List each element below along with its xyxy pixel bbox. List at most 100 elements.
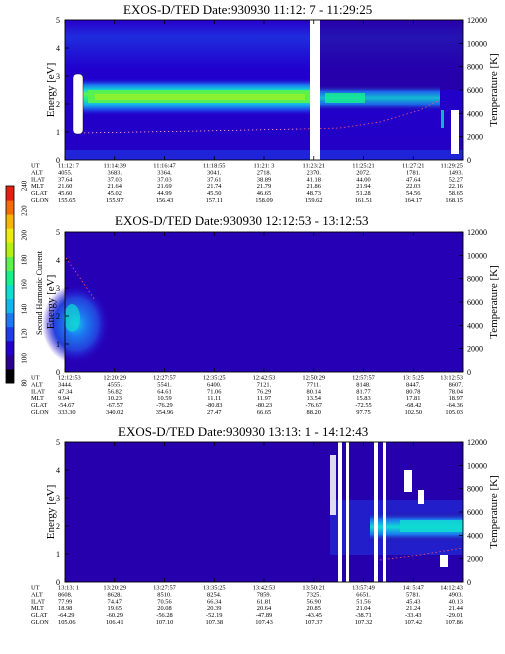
orbit-row-label: GLON xyxy=(31,409,49,416)
orbit-cell: 14: 5:47 xyxy=(403,585,425,592)
orbit-cell: -80.23 xyxy=(256,402,273,409)
orbit-cell: 11:29:25 xyxy=(441,163,464,170)
orbit-cell: 13:12:53 xyxy=(440,375,463,382)
orbit-cell: 168.15 xyxy=(445,197,463,204)
y2-tick-label: 8000 xyxy=(467,275,483,284)
orbit-cell: -64.36 xyxy=(446,402,463,409)
y-tick-label: 0 xyxy=(56,578,60,587)
y-tick-label: 3 xyxy=(56,284,60,293)
orbit-cell: 40.13 xyxy=(449,598,463,605)
panel-2: EXOS-D/TED Date:930930 12:12:53 - 13:12:… xyxy=(42,213,464,373)
orbit-cell: 107.86 xyxy=(445,619,463,626)
orbit-cell: 51.28 xyxy=(356,190,370,197)
orbit-cell: -76.29 xyxy=(156,402,173,409)
orbit-cell: 37.03 xyxy=(108,176,122,183)
orbit-cell: -52.19 xyxy=(206,612,223,619)
orbit-row-label: UT xyxy=(31,163,40,170)
axes-layer: 012345020004000600080001000012000Energy … xyxy=(45,16,500,587)
orbit-cell: 13.54 xyxy=(307,395,322,402)
y2-axis-label: Temperature [K] xyxy=(488,53,500,126)
colorbar-tick-label: 80 xyxy=(20,379,28,387)
orbit-cell: 8608. xyxy=(58,591,73,598)
orbit-cell: 80.14 xyxy=(307,388,322,395)
y2-tick-label: 6000 xyxy=(467,508,483,517)
orbit-cell: 13:35:25 xyxy=(203,585,226,592)
orbit-cell: 81.77 xyxy=(356,388,371,395)
orbit-cell: 13:50:21 xyxy=(302,585,325,592)
orbit-cell: 10.23 xyxy=(108,395,122,402)
orbit-cell: 157.11 xyxy=(206,197,223,204)
orbit-row-label: ILAT xyxy=(31,388,45,395)
orbit-cell: -54.67 xyxy=(58,402,75,409)
colorbar-swatch xyxy=(6,270,14,285)
y2-tick-label: 2000 xyxy=(467,555,483,564)
panel-3-title: EXOS-D/TED Date:930930 13:13: 1 - 14:12:… xyxy=(118,424,368,439)
y2-tick-label: 12000 xyxy=(467,16,487,25)
orbit-row-label: ALT xyxy=(31,591,43,598)
colorbar-swatch xyxy=(6,242,14,257)
y-tick-label: 4 xyxy=(56,256,60,265)
orbit-cell: 105.03 xyxy=(445,409,463,416)
orbit-row-label: UT xyxy=(31,375,40,382)
colorbar-tick-label: 220 xyxy=(20,205,28,216)
orbit-cell: -33.43 xyxy=(405,612,422,619)
orbit-cell: 3683. xyxy=(108,169,123,176)
y-tick-label: 1 xyxy=(56,128,60,137)
orbit-cell: -29.01 xyxy=(446,612,463,619)
colorbar-swatch xyxy=(6,298,14,314)
y-axis-label: Energy [eV] xyxy=(45,63,57,117)
orbit-cell: 37.64 xyxy=(58,176,73,183)
orbit-row-label: MLT xyxy=(31,395,44,402)
orbit-cell: 14:12:43 xyxy=(440,585,463,592)
colorbar-tick-label: 120 xyxy=(20,328,28,339)
orbit-cell: 44.00 xyxy=(356,176,370,183)
orbit-cell: 56.90 xyxy=(307,598,321,605)
colorbar-tick-label: 180 xyxy=(20,254,28,265)
y2-tick-label: 12000 xyxy=(467,438,487,447)
colorbar-swatch xyxy=(6,214,14,229)
orbit-cell: 4903. xyxy=(449,591,464,598)
orbit-cell: -67.57 xyxy=(106,402,123,409)
y2-tick-label: 10000 xyxy=(467,39,487,48)
orbit-cell: 158.09 xyxy=(255,197,273,204)
panel-1-title: EXOS-D/TED Date:930930 11:12: 7 - 11:29:… xyxy=(123,2,372,17)
orbit-cell: 3041. xyxy=(207,169,222,176)
panel-3-heatmap xyxy=(65,442,464,582)
y2-tick-label: 4000 xyxy=(467,109,483,118)
colorbar: 80 100 120 140 160 180 200 220 240 Second Harmon… xyxy=(5,180,44,387)
orbit-row-label: UT xyxy=(31,585,40,592)
orbit-cell: 45.50 xyxy=(207,190,221,197)
orbit-row-label: GLAT xyxy=(31,402,47,409)
orbit-cell: 11:21: 3 xyxy=(254,163,275,170)
orbit-cell: 47.34 xyxy=(58,388,73,395)
orbit-row-label: GLAT xyxy=(31,612,47,619)
orbit-row-label: ILAT xyxy=(31,176,45,183)
orbit-cell: -80.83 xyxy=(206,402,223,409)
orbit-cell: 107.43 xyxy=(255,619,273,626)
orbit-cell: 18.98 xyxy=(58,605,72,612)
orbit-cell: 2718. xyxy=(257,169,272,176)
colorbar-label: Second Harmonic Current xyxy=(35,250,44,335)
orbit-cell: -72.55 xyxy=(355,402,372,409)
orbit-cell: 54.56 xyxy=(406,190,420,197)
orbit-cell: 11:27:21 xyxy=(402,163,425,170)
orbit-cell: 20.85 xyxy=(307,605,321,612)
y-axis-label: Energy [eV] xyxy=(45,275,57,329)
orbit-row-label: MLT xyxy=(31,183,44,190)
orbit-cell: 3364. xyxy=(157,169,172,176)
orbit-cell: 21.94 xyxy=(356,183,371,190)
orbit-cell: 45.43 xyxy=(406,598,420,605)
orbit-cell: -64.29 xyxy=(58,612,75,619)
y-tick-label: 5 xyxy=(56,228,60,237)
colorbar-tick-label: 200 xyxy=(20,230,28,241)
orbit-cell: 20.64 xyxy=(257,605,272,612)
orbit-cell: 156.43 xyxy=(156,197,174,204)
panel-1: EXOS-D/TED Date:930930 11:12: 7 - 11:29:… xyxy=(64,2,464,161)
y-tick-label: 0 xyxy=(56,156,60,165)
orbit-cell: 12:50:29 xyxy=(302,375,325,382)
orbit-cell: 161.51 xyxy=(355,197,373,204)
orbit-cell: 21.24 xyxy=(406,605,421,612)
orbit-cell: 21.64 xyxy=(108,183,123,190)
